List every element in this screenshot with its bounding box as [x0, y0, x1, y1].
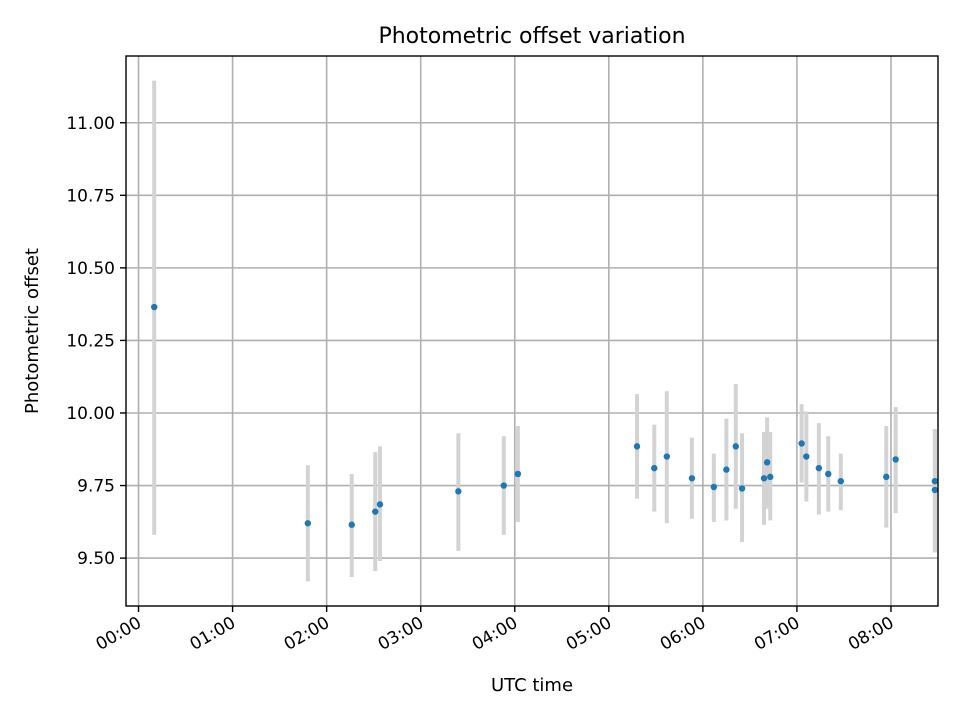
- data-point: [500, 482, 507, 489]
- data-point: [514, 470, 522, 478]
- y-axis: 9.50 9.75 10.00 10.25 10.50 10.75 11.00: [66, 114, 126, 569]
- data-point: [688, 475, 696, 482]
- data-point: [931, 486, 939, 494]
- data-point: [348, 521, 355, 528]
- data-point: [455, 488, 462, 495]
- data-point: [883, 473, 890, 481]
- y-tick-label: 9.75: [77, 477, 115, 497]
- data-point: [760, 475, 768, 482]
- y-tick-label: 10.25: [66, 331, 115, 351]
- y-axis-label: Photometric offset: [22, 248, 43, 414]
- data-point: [723, 466, 730, 473]
- data-point: [738, 485, 746, 492]
- data-point: [151, 303, 158, 311]
- data-point: [803, 453, 810, 460]
- data-point: [376, 501, 384, 508]
- chart-title: Photometric offset variation: [378, 24, 685, 49]
- data-point: [633, 443, 641, 450]
- data-point: [892, 456, 899, 463]
- data-point: [304, 520, 312, 527]
- y-tick-label: 10.50: [66, 259, 115, 279]
- data-point: [732, 443, 739, 450]
- data-point: [825, 470, 832, 478]
- data-point: [763, 459, 771, 466]
- plot-frame: [125, 55, 939, 607]
- data-point: [931, 477, 939, 485]
- data-point: [663, 453, 671, 460]
- data-point: [815, 464, 823, 472]
- data-point: [710, 483, 718, 491]
- data-point: [651, 464, 658, 472]
- data-point: [837, 477, 845, 485]
- y-tick-label: 11.00: [66, 114, 115, 134]
- data-point: [798, 440, 805, 447]
- y-tick-label: 10.00: [66, 404, 115, 424]
- y-tick-label: 10.75: [66, 186, 115, 206]
- x-axis-label: UTC time: [491, 675, 573, 696]
- y-tick-label: 9.50: [77, 549, 115, 569]
- grid: [126, 56, 938, 606]
- data-points: [151, 303, 939, 528]
- data-point: [767, 473, 774, 481]
- data-point: [372, 508, 379, 515]
